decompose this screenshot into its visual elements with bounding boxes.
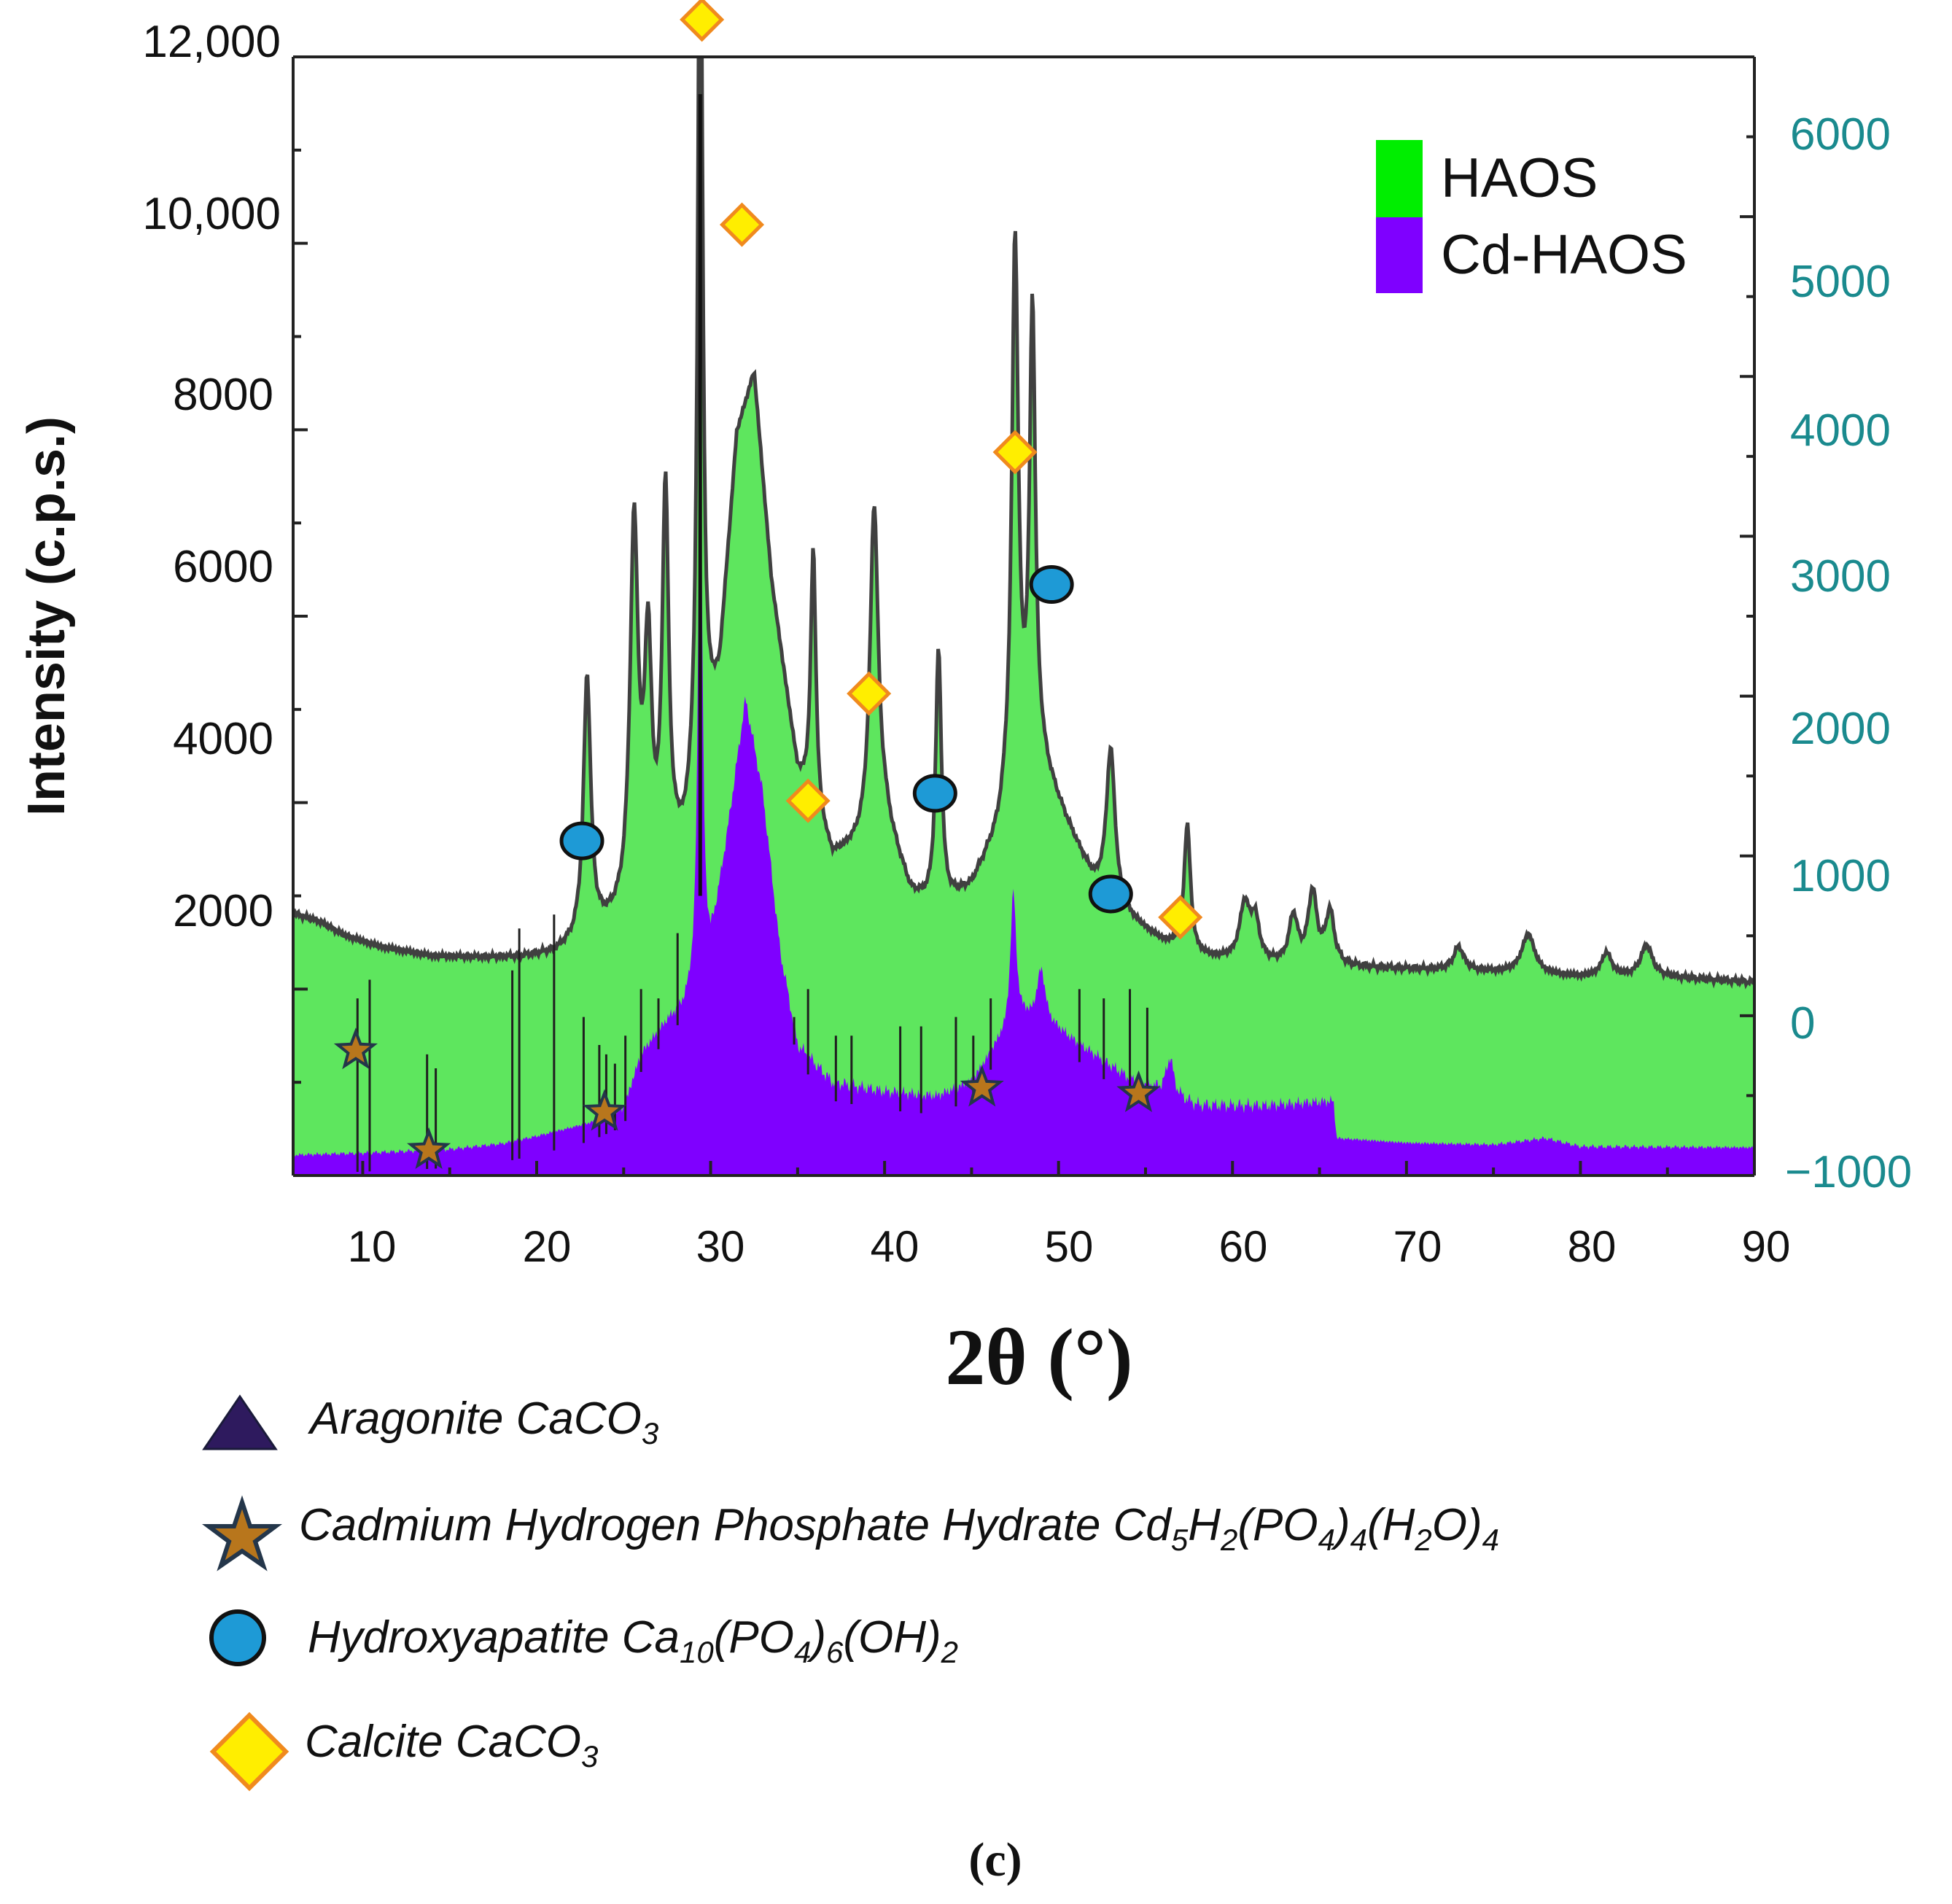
y-left-tick: 6000	[173, 542, 273, 592]
y-right-tick: 5000	[1790, 257, 1891, 307]
y-left-tick: 4000	[173, 714, 273, 764]
y-axis-title: Intensity (c.p.s.)	[18, 416, 76, 816]
cadmium-star-icon	[209, 1502, 276, 1566]
x-tick: 70	[1393, 1222, 1442, 1271]
xrd-figure: 2000 4000 6000 8000 10,000 12,000 −1000 …	[0, 0, 1952, 1904]
x-tick: 40	[871, 1222, 919, 1271]
y-right-tick: 0	[1790, 998, 1815, 1049]
panel-label: (c)	[968, 1833, 1022, 1886]
right-y-tick-labels: −1000 0 1000 2000 3000 4000 5000 6000	[1785, 109, 1912, 1197]
left-y-tick-labels: 2000 4000 6000 8000 10,000 12,000	[142, 17, 281, 936]
hydroxyapatite-circle-icon	[1090, 877, 1131, 912]
legend-swatch-haos	[1376, 140, 1423, 220]
y-right-tick: 1000	[1790, 851, 1891, 901]
hydroxyapatite-circle-icon	[211, 1612, 264, 1664]
hydroxyapatite-circle-icon	[914, 776, 955, 811]
phase-label-calcite: Calcite CaCO3	[305, 1717, 598, 1773]
calcite-diamond-icon	[849, 674, 889, 713]
x-tick: 80	[1568, 1222, 1617, 1271]
y-right-tick: 3000	[1790, 551, 1891, 602]
y-left-tick: 8000	[173, 370, 273, 420]
x-tick: 20	[523, 1222, 572, 1271]
x-tick: 90	[1742, 1222, 1791, 1271]
phase-legend: Aragonite CaCO3 Cadmium Hydrogen Phospha…	[204, 1394, 1499, 1788]
y-right-tick: 6000	[1790, 109, 1891, 160]
phase-label-aragonite: Aragonite CaCO3	[307, 1394, 658, 1450]
legend-label-haos: HAOS	[1441, 147, 1598, 209]
y-right-tick: 4000	[1790, 405, 1891, 456]
calcite-diamond-icon	[723, 205, 762, 244]
y-right-tick: 2000	[1790, 704, 1891, 754]
calcite-diamond-icon	[213, 1715, 286, 1788]
hydroxyapatite-circle-icon	[561, 823, 602, 858]
y-left-tick: 2000	[173, 886, 273, 936]
legend-swatch-cd-haos	[1376, 217, 1423, 293]
legend-label-cd-haos: Cd-HAOS	[1441, 224, 1687, 286]
y-left-tick: 10,000	[142, 189, 281, 239]
x-tick-labels: 10 20 30 40 50 60 70 80 90	[348, 1222, 1791, 1271]
series-legend: HAOS Cd-HAOS	[1376, 140, 1687, 293]
x-tick: 60	[1219, 1222, 1268, 1271]
calcite-diamond-icon	[683, 0, 722, 39]
phase-label-cadmium: Cadmium Hydrogen Phosphate Hydrate Cd5H2…	[299, 1500, 1499, 1557]
x-tick: 10	[348, 1222, 397, 1271]
x-axis-title: 2θ (°)	[945, 1313, 1132, 1402]
aragonite-triangle-icon	[204, 1396, 276, 1449]
phase-label-hydroxyapatite: Hydroxyapatite Ca10(PO4)6(OH)2	[308, 1612, 958, 1669]
y-right-tick: −1000	[1785, 1147, 1912, 1197]
y-left-tick: 12,000	[142, 17, 281, 67]
x-tick: 50	[1045, 1222, 1094, 1271]
x-tick: 30	[696, 1222, 745, 1271]
hydroxyapatite-circle-icon	[1031, 567, 1072, 602]
